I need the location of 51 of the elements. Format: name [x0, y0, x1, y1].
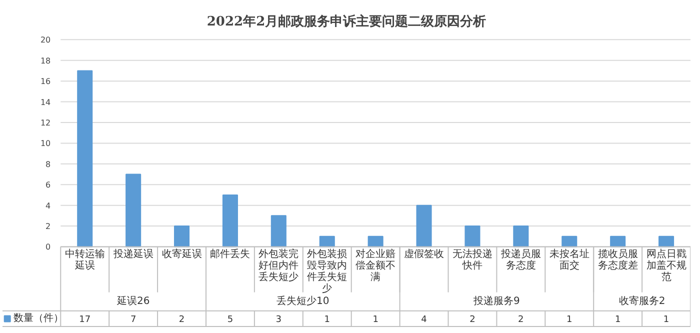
y-tick-label: 4	[46, 201, 51, 210]
x-tick-label: 无法投递快件	[452, 248, 492, 272]
bar	[513, 226, 529, 248]
bar	[222, 194, 238, 248]
x-tick-label: 外包装损毁导致内件丢失短少	[307, 248, 348, 294]
bar	[416, 204, 432, 248]
y-tick-label: 0	[46, 242, 51, 252]
y-tick-label: 10	[40, 139, 51, 148]
x-tick-label: 未按名址面交	[549, 248, 590, 272]
data-label: 7	[130, 315, 136, 326]
data-label: 4	[421, 315, 428, 326]
x-tick-label: 投递延误	[112, 248, 154, 260]
y-tick-label: 2	[46, 222, 51, 232]
bar	[270, 215, 286, 248]
text: 收寄服务2	[618, 295, 666, 308]
bar	[174, 226, 190, 248]
data-label: 1	[324, 315, 330, 326]
chart-title: 2022年2月邮政服务申诉主要问题二级原因分析	[206, 14, 486, 30]
y-tick-label: 18	[40, 56, 51, 66]
legend-label: 数量（件）	[14, 313, 64, 324]
data-label: 1	[566, 315, 572, 326]
text: 投递服务9	[472, 295, 520, 308]
y-tick-label: 8	[46, 160, 51, 169]
x-tick-label: 中转运输延误	[64, 248, 105, 272]
x-tick-label: 对企业赔偿金额不满	[356, 248, 396, 283]
bar	[464, 226, 480, 248]
y-tick-label: 14	[40, 98, 51, 107]
bar	[77, 70, 93, 248]
y-tick-label: 16	[40, 77, 51, 86]
x-tick-label: 揽收员服务态度差	[598, 248, 638, 272]
y-tick-label: 12	[40, 118, 51, 128]
bar	[126, 174, 142, 248]
data-label: 1	[614, 315, 621, 326]
data-label: 1	[372, 315, 378, 326]
data-label: 5	[227, 315, 234, 326]
text: 延误26	[116, 295, 150, 308]
data-label: 2	[518, 315, 524, 326]
data-label: 2	[470, 315, 476, 326]
x-tick-label: 外包装完好但内件丢失短少	[258, 248, 299, 283]
x-tick-label: 投递员服务态度	[500, 248, 541, 272]
x-tick-label: 虚假签收	[404, 248, 444, 260]
data-label: 17	[79, 315, 91, 326]
text: 丢失短少10	[276, 295, 330, 308]
y-tick-label: 6	[46, 180, 51, 190]
data-label: 2	[178, 315, 185, 326]
x-tick-label: 邮件丢失	[210, 248, 250, 260]
data-label: 1	[663, 315, 670, 326]
data-label: 3	[276, 315, 282, 326]
x-tick-label: 网点日戳加盖不规范	[646, 248, 686, 283]
x-tick-label: 收寄延误	[162, 248, 202, 260]
y-tick-label: 20	[40, 36, 51, 45]
